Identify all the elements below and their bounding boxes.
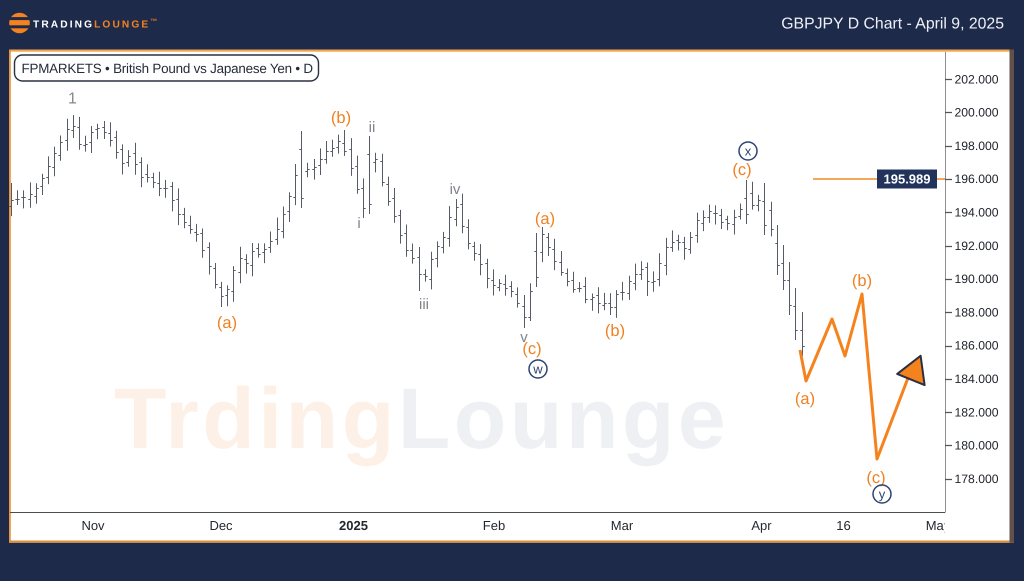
svg-text:Nov: Nov xyxy=(81,518,105,533)
svg-text:(b): (b) xyxy=(331,109,351,127)
svg-text:188.000: 188.000 xyxy=(955,305,999,319)
svg-text:i: i xyxy=(357,215,360,232)
svg-text:(a): (a) xyxy=(535,210,555,228)
svg-text:(c): (c) xyxy=(866,469,885,487)
svg-text:(b): (b) xyxy=(852,272,872,290)
svg-text:184.000: 184.000 xyxy=(955,372,999,386)
svg-text:Dec: Dec xyxy=(209,518,233,533)
svg-text:(b): (b) xyxy=(605,322,625,340)
svg-text:180.000: 180.000 xyxy=(955,439,999,453)
svg-text:v: v xyxy=(520,329,528,346)
svg-text:192.000: 192.000 xyxy=(955,239,999,253)
svg-text:200.000: 200.000 xyxy=(955,106,999,120)
svg-text:194.000: 194.000 xyxy=(955,206,999,220)
svg-text:TRADINGLOUNGE™: TRADINGLOUNGE™ xyxy=(33,19,157,31)
svg-text:Apr: Apr xyxy=(751,518,772,533)
svg-text:1: 1 xyxy=(68,91,77,108)
svg-text:iii: iii xyxy=(419,296,429,313)
svg-text:May: May xyxy=(926,518,951,533)
svg-text:202.000: 202.000 xyxy=(955,72,999,86)
svg-text:196.000: 196.000 xyxy=(955,172,999,186)
svg-text:TrdingLounge: TrdingLounge xyxy=(114,371,729,467)
svg-text:16: 16 xyxy=(836,518,850,533)
svg-text:ii: ii xyxy=(369,119,376,136)
svg-text:Feb: Feb xyxy=(483,518,505,533)
svg-text:(c): (c) xyxy=(732,161,751,179)
svg-text:178.000: 178.000 xyxy=(955,472,999,486)
svg-text:w: w xyxy=(532,362,543,377)
svg-text:(a): (a) xyxy=(217,314,237,332)
svg-text:y: y xyxy=(879,487,886,502)
svg-text:190.000: 190.000 xyxy=(955,272,999,286)
svg-text:182.000: 182.000 xyxy=(955,405,999,419)
svg-text:186.000: 186.000 xyxy=(955,339,999,353)
svg-text:2025: 2025 xyxy=(339,518,368,533)
svg-text:198.000: 198.000 xyxy=(955,139,999,153)
svg-text:Mar: Mar xyxy=(611,518,634,533)
svg-text:195.989: 195.989 xyxy=(884,172,931,187)
svg-text:FPMARKETS • British Pound vs J: FPMARKETS • British Pound vs Japanese Ye… xyxy=(22,61,314,76)
svg-text:x: x xyxy=(745,144,752,159)
svg-text:(c): (c) xyxy=(522,340,541,358)
svg-text:iv: iv xyxy=(450,181,461,198)
svg-text:(a): (a) xyxy=(795,390,815,408)
svg-text:GBPJPY D Chart - April 9, 2025: GBPJPY D Chart - April 9, 2025 xyxy=(781,16,1004,33)
